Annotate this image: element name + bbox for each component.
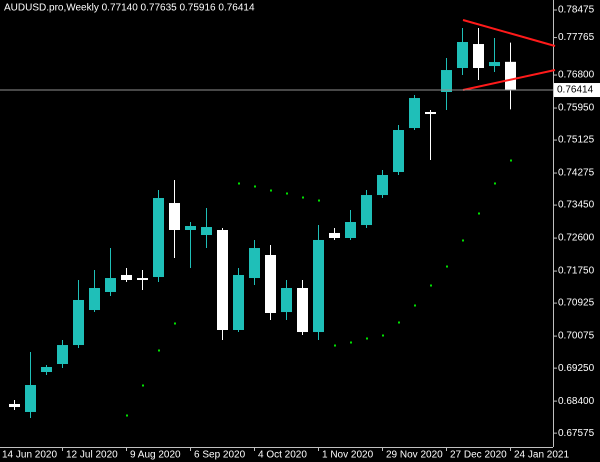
candle-body [361,195,372,226]
candle-body [217,230,228,330]
candle-body [41,366,52,373]
trend-line [462,69,556,91]
candle-body [393,130,404,173]
x-tick-label: 9 Aug 2020 [130,450,181,461]
indicator-dot [126,414,128,417]
candle-body [473,44,484,69]
candle-body [249,248,260,279]
indicator-dot [142,384,144,387]
candle-body [377,174,388,196]
indicator-dot [398,321,400,324]
candle-body [409,98,420,129]
candle-body [505,61,516,91]
candle-body [9,403,20,408]
indicator-dot [174,322,176,325]
indicator-dot [462,239,464,242]
indicator-dot [318,199,320,202]
candle-body [489,62,500,67]
x-tick-label: 14 Jun 2020 [2,450,57,461]
y-tick-label: 0.69250 [558,363,595,374]
y-tick-label: 0.74275 [558,168,595,179]
candle-body [185,226,196,231]
last-price-box [554,83,600,98]
indicator-dot [414,304,416,307]
y-tick-label: 0.67575 [558,428,595,439]
trend-line [462,19,556,47]
candle-body [281,287,292,313]
chart-title: AUDUSD.pro,Weekly 0.77140 0.77635 0.7591… [4,3,255,14]
candle-body [153,198,164,278]
indicator-dot [382,334,384,337]
indicator-dot [446,265,448,268]
candle-body [441,70,452,93]
x-tick-label: 24 Jan 2021 [514,450,569,461]
x-tick-label: 29 Nov 2020 [386,450,443,461]
x-tick-label: 6 Sep 2020 [194,450,246,461]
candle-body [265,255,276,313]
y-tick-label: 0.70925 [558,298,595,309]
indicator-dot [350,341,352,344]
candle-body [329,232,340,238]
candle-body [313,239,324,333]
y-tick-label: 0.72600 [558,233,595,244]
y-tick-label: 0.78475 [558,5,595,16]
indicator-dot [334,344,336,347]
y-tick-label: 0.71750 [558,266,595,277]
indicator-dot [158,349,160,352]
candle-body [169,203,180,231]
x-tick-label: 27 Dec 2020 [450,450,507,461]
indicator-dot [286,192,288,195]
indicator-dot [430,284,432,287]
x-tick-label: 1 Nov 2020 [322,450,374,461]
candle-body [89,287,100,311]
candle-body [121,274,132,281]
candle-body [105,278,116,292]
candle-body [425,111,436,115]
indicator-dot [510,159,512,162]
indicator-dot [238,182,240,185]
y-tick-label: 0.77765 [558,32,595,43]
indicator-dot [478,212,480,215]
indicator-dot [270,189,272,192]
indicator-dot [302,196,304,199]
candle-body [25,385,36,412]
y-tick-label: 0.75950 [558,103,595,114]
plot-area [9,28,516,419]
candle-body [137,278,148,281]
last-price-label: 0.76414 [557,85,594,96]
x-tick-label: 4 Oct 2020 [258,450,307,461]
y-tick-label: 0.70075 [558,331,595,342]
indicator-dot [254,185,256,188]
y-tick-label: 0.75125 [558,135,595,146]
y-tick-label: 0.76800 [558,70,595,81]
y-tick-label: 0.73450 [558,200,595,211]
candle-body [297,287,308,333]
candle-body [457,42,468,69]
indicator-dot [366,337,368,340]
candle-body [345,222,356,238]
x-tick-label: 12 Jul 2020 [66,450,118,461]
candle-body [233,274,244,330]
indicator-dot [494,182,496,185]
candle-body [201,227,212,236]
candle-body [57,345,68,365]
candle-body [73,299,84,346]
y-tick-label: 0.68400 [558,396,595,407]
